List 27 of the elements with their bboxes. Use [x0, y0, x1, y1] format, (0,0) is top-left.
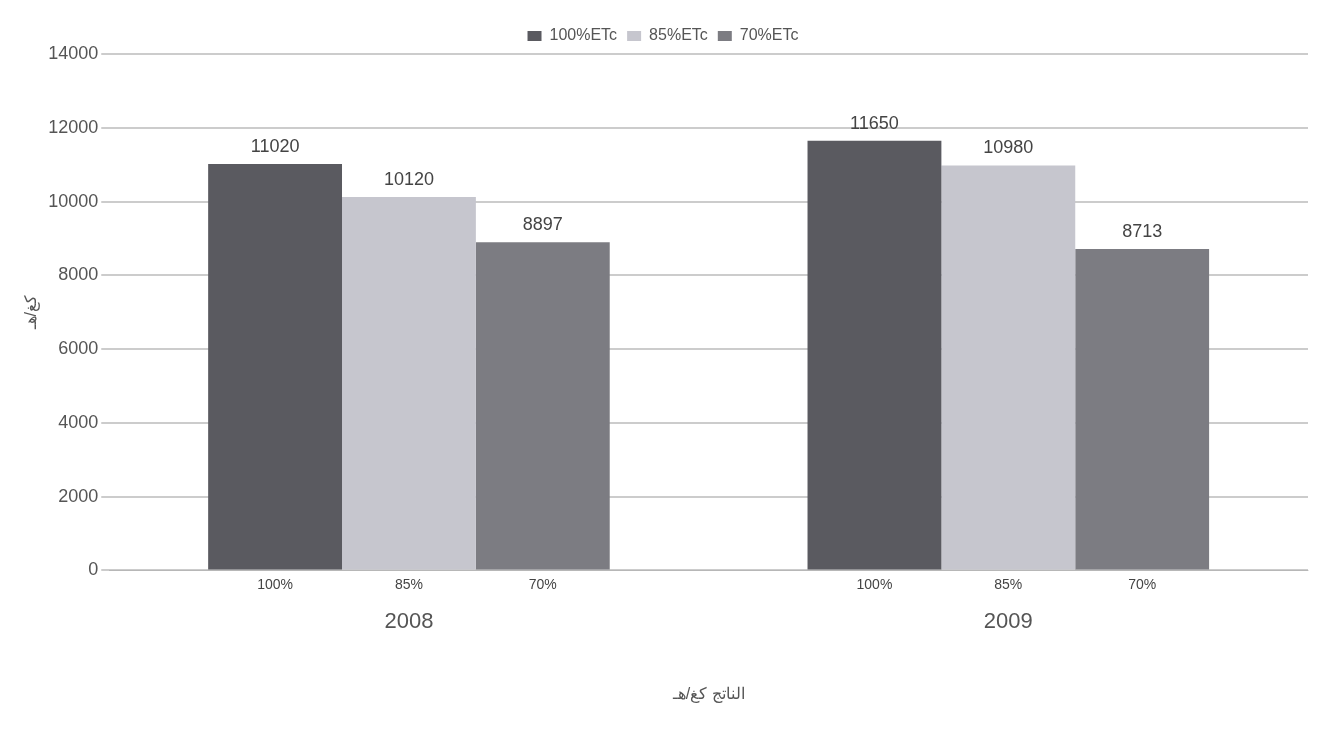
y-tick-label: 4000: [58, 411, 99, 432]
data-label: 10120: [383, 169, 434, 190]
y-tick-label: 0: [88, 559, 99, 580]
legend-label: 85%ETc: [649, 26, 708, 44]
y-tick-label: 2000: [58, 485, 99, 506]
y-tick-label: 6000: [58, 338, 99, 359]
data-label: 8897: [522, 214, 563, 235]
x-tick-label: 2008: [384, 607, 434, 633]
y-tick-label: 10000: [48, 190, 99, 211]
text: 70%: [528, 576, 557, 593]
data-label: 10980: [983, 137, 1034, 158]
text: 85%: [994, 576, 1023, 593]
y-tick-label: 8000: [58, 264, 99, 285]
text: 70%: [1128, 576, 1157, 593]
x-tick-label: 2009: [983, 607, 1033, 633]
y-tick-label: 14000: [48, 42, 99, 63]
legend-label: 100%ETc: [549, 26, 618, 44]
legend-label: 70%ETc: [739, 26, 799, 44]
x-axis-title: الناتج كغ/هـ: [671, 684, 745, 703]
y-tick-label: 12000: [48, 116, 99, 137]
text: 100%: [257, 576, 293, 593]
text: 100%: [856, 576, 893, 593]
data-label: 11020: [250, 135, 300, 156]
data-label: 11650: [850, 112, 899, 133]
text: 85%: [394, 576, 423, 593]
y-axis-title: كغ/هـ: [22, 294, 41, 331]
data-label: 8713: [1122, 220, 1163, 241]
